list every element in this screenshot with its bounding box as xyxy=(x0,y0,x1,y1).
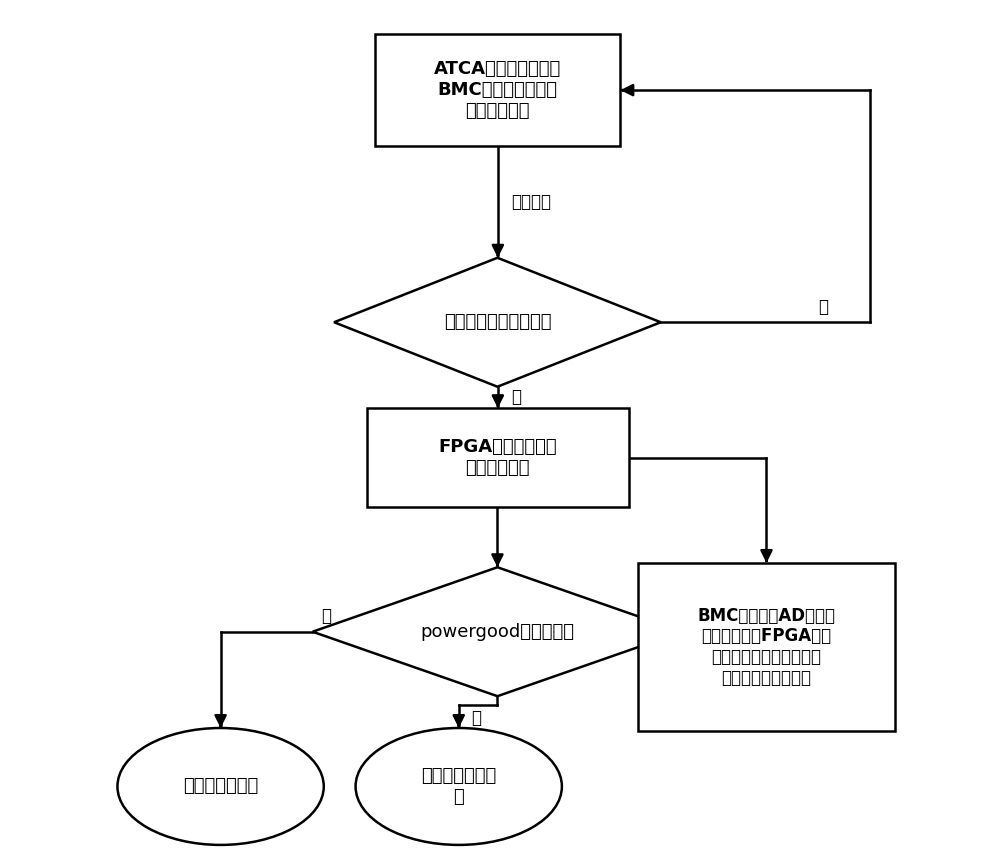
Ellipse shape xyxy=(117,728,324,845)
Text: 进入正常工作状
态: 进入正常工作状 态 xyxy=(421,767,496,806)
Text: 检测是否有开机信号？: 检测是否有开机信号？ xyxy=(444,313,551,332)
Ellipse shape xyxy=(356,728,562,845)
Text: 发出信号: 发出信号 xyxy=(511,193,551,211)
Text: 是: 是 xyxy=(472,708,482,727)
Text: BMC芯片读取AD电压采
样器的采样值FPGA芯片
内部上电状态寄存器，与
机箱管理器进行交互: BMC芯片读取AD电压采 样器的采样值FPGA芯片 内部上电状态寄存器，与 机箱… xyxy=(697,607,835,687)
Polygon shape xyxy=(334,258,661,387)
FancyBboxPatch shape xyxy=(367,408,629,507)
FancyBboxPatch shape xyxy=(638,563,895,731)
Text: 否: 否 xyxy=(818,298,828,316)
Text: ATCA刀片插入机箱，
BMC芯片加载，与机
箱管理器通讯: ATCA刀片插入机箱， BMC芯片加载，与机 箱管理器通讯 xyxy=(434,61,561,120)
Text: 否: 否 xyxy=(321,608,331,625)
Text: powergood信号正确？: powergood信号正确？ xyxy=(420,622,574,641)
FancyBboxPatch shape xyxy=(375,34,620,146)
Text: 是: 是 xyxy=(511,389,521,406)
Text: FPGA芯片发出电源
模块使能信号: FPGA芯片发出电源 模块使能信号 xyxy=(439,438,557,477)
Text: 上电异常，结束: 上电异常，结束 xyxy=(183,778,258,795)
Polygon shape xyxy=(313,568,682,696)
